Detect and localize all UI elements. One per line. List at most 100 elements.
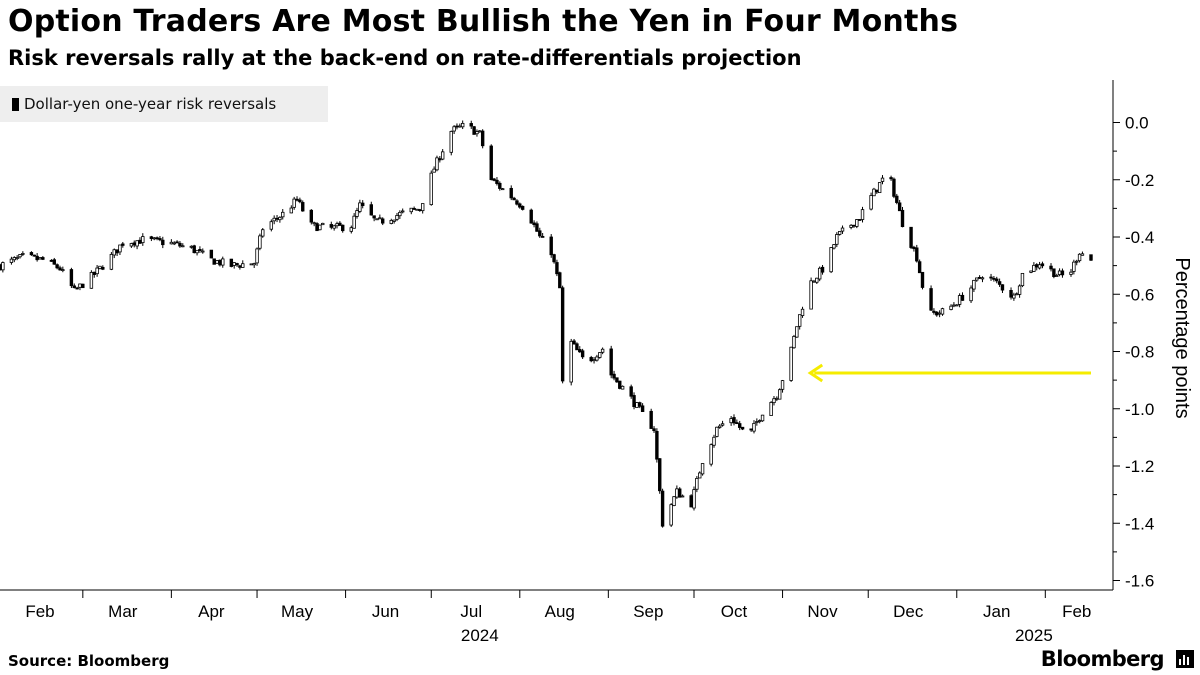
candle-body — [915, 247, 919, 262]
candle-body — [580, 350, 585, 358]
y-tick-label: -1.4 — [1125, 514, 1154, 533]
y-tick-label: 0.0 — [1125, 114, 1149, 133]
candle-body — [298, 199, 302, 203]
candle-body — [689, 495, 693, 508]
candle-body — [775, 397, 779, 400]
candle-body — [1052, 268, 1056, 277]
y-tick-label: -0.4 — [1125, 228, 1154, 247]
candle-body — [381, 218, 385, 224]
candle-body — [912, 246, 916, 250]
candle-body — [435, 157, 439, 171]
candle-body — [201, 250, 205, 253]
candle-body — [552, 254, 556, 263]
candle-body — [658, 458, 662, 492]
candle-body — [61, 269, 65, 271]
candle-body — [495, 179, 499, 184]
candle-body — [812, 280, 816, 283]
candle-body — [332, 225, 336, 229]
candle-body — [895, 195, 899, 203]
candle-body — [720, 423, 725, 426]
candle-body — [758, 420, 762, 422]
candle-body — [840, 227, 845, 232]
candle-body — [932, 310, 936, 313]
candle-body — [789, 346, 793, 381]
candle-body — [372, 215, 376, 219]
candle-body — [149, 236, 154, 239]
candle-body — [532, 222, 536, 226]
candle-body — [1040, 263, 1045, 267]
candle-body — [877, 182, 882, 194]
candle-body — [335, 223, 339, 227]
candle-body — [875, 189, 879, 193]
candle-body — [35, 255, 39, 261]
candle-body — [535, 223, 539, 232]
candle-body — [389, 219, 393, 224]
candle-body — [315, 223, 319, 232]
candle-body — [181, 245, 185, 248]
candle-body — [589, 357, 593, 362]
candle-body — [1017, 285, 1022, 295]
chart-title: Option Traders Are Most Bullish the Yen … — [8, 4, 959, 39]
candle-body — [640, 405, 645, 412]
candle-body — [355, 210, 359, 217]
source-note: Source: Bloomberg — [8, 652, 170, 670]
candle-body — [829, 247, 833, 273]
candle-body — [101, 266, 105, 270]
candle-body — [749, 428, 753, 431]
candle-body — [1035, 264, 1039, 268]
candle-body — [81, 283, 85, 289]
candle-body — [341, 224, 345, 232]
candle-body — [241, 263, 245, 268]
candle-body — [9, 258, 14, 263]
candle-body — [709, 444, 713, 465]
candle-body — [960, 294, 965, 301]
candle-body — [832, 244, 836, 249]
candle-body — [192, 245, 196, 254]
candle-body — [118, 244, 122, 253]
annotation-layer — [807, 363, 1091, 383]
candle-body — [398, 211, 402, 217]
candle-body — [115, 249, 119, 254]
candle-body — [1000, 284, 1005, 291]
candle-body — [538, 230, 542, 237]
candle-body — [1077, 253, 1082, 262]
candle-body — [969, 287, 973, 302]
candle-body — [729, 418, 733, 424]
candle-body — [409, 207, 413, 213]
candle-body — [21, 253, 25, 255]
candle-body — [420, 203, 425, 212]
candle-body — [1060, 270, 1065, 276]
candle-body — [32, 254, 36, 257]
candle-body — [452, 126, 456, 132]
x-tick-label: Jun — [372, 602, 399, 621]
candle-body — [917, 261, 922, 274]
candle-body — [78, 283, 82, 288]
candle-body — [869, 195, 873, 210]
candle-body — [695, 477, 699, 490]
candle-body — [289, 207, 294, 214]
candle-body — [849, 224, 853, 228]
candle-body — [732, 417, 736, 424]
candle-body — [860, 209, 865, 220]
candle-body — [312, 222, 316, 225]
candle-body — [638, 402, 642, 407]
candle-body — [1080, 253, 1085, 256]
candle-body — [198, 248, 202, 251]
y-tick-label: -1.6 — [1125, 572, 1154, 591]
candle-body — [1020, 272, 1025, 287]
candle-body — [752, 422, 756, 432]
candle-body — [135, 240, 139, 247]
candle-body — [889, 177, 893, 180]
candle-body — [369, 204, 373, 216]
candle-body — [852, 224, 856, 227]
candle-body — [41, 257, 45, 260]
candle-body — [58, 267, 62, 271]
candle-body — [75, 287, 79, 290]
legend-swatch — [12, 97, 19, 111]
x-tick-label: Apr — [198, 602, 225, 621]
candle-body — [292, 198, 296, 208]
candle-body — [977, 276, 982, 279]
candle-body — [909, 226, 913, 248]
candle-body — [55, 264, 59, 269]
candle-body — [0, 264, 2, 271]
